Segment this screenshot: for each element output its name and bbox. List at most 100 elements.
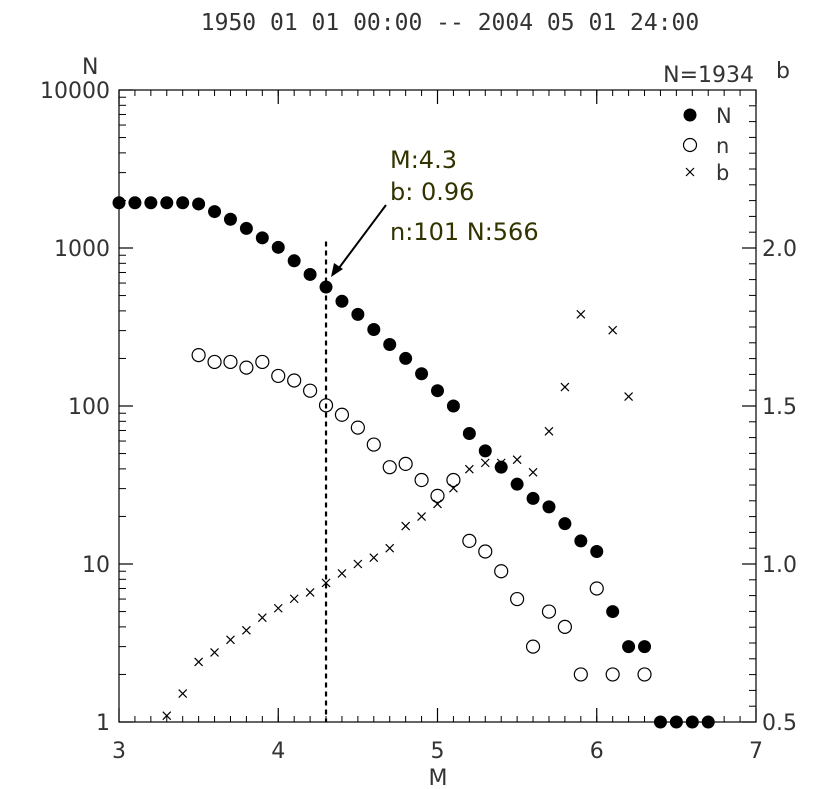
N-point (335, 294, 349, 308)
b-point-stroke (178, 689, 188, 698)
b-point-stroke (417, 512, 426, 522)
N-point (446, 399, 460, 413)
b-point (289, 594, 299, 604)
n-point (462, 533, 477, 549)
b-point (241, 625, 251, 635)
n-point (557, 619, 573, 634)
x-axis-label: M (429, 766, 448, 789)
b-point-stroke (560, 382, 570, 392)
n-point (239, 360, 254, 375)
b-point (401, 521, 411, 531)
n-point (430, 488, 445, 503)
b-point-stroke (496, 458, 506, 468)
N-point (176, 196, 190, 210)
n-point (287, 373, 302, 388)
b-point-stroke (241, 625, 251, 635)
N-point (431, 384, 444, 398)
N-point (526, 491, 540, 505)
N-point (399, 351, 413, 365)
series-b-points (162, 309, 634, 721)
series-N-points (112, 196, 715, 729)
N-point (494, 460, 508, 474)
y-left-tick-label: 100 (68, 395, 110, 420)
N-point (319, 280, 333, 294)
b-point (528, 467, 538, 477)
N-point (255, 231, 269, 245)
N-point (287, 254, 301, 268)
N-point (367, 322, 381, 336)
b-point (560, 382, 570, 392)
b-point (624, 392, 634, 401)
n-point (271, 368, 286, 384)
N-point (223, 212, 237, 226)
y-left-tick-label: 1000 (54, 237, 110, 262)
legend-b-marker (685, 167, 695, 177)
b-point (576, 309, 586, 319)
N-point (271, 240, 285, 254)
N-point (590, 544, 604, 558)
cutoff-annotation: M:4.3 b: 0.96 n:101 N:566 (331, 146, 539, 277)
N-point (303, 267, 317, 281)
n-point (398, 456, 413, 472)
b-point-stroke (226, 635, 235, 645)
annotation-line-magnitude: M:4.3 (390, 146, 457, 174)
y-left-tick-label: 1 (96, 711, 110, 736)
n-point (366, 437, 381, 452)
b-point-stroke (576, 309, 586, 319)
n-point (573, 667, 588, 682)
annotation-line-counts: n:101 N:566 (390, 218, 539, 246)
b-point-stroke (480, 458, 490, 468)
b-point (226, 635, 235, 645)
b-point (257, 613, 267, 623)
n-point (605, 667, 620, 682)
N-point (701, 715, 715, 729)
b-point-stroke (353, 559, 363, 569)
b-point-stroke (385, 543, 395, 553)
b-point-stroke (305, 588, 315, 597)
N-point (383, 338, 397, 352)
N-point (606, 605, 620, 619)
N-point (510, 477, 524, 491)
n-point (303, 383, 318, 398)
b-point-stroke (544, 426, 554, 436)
b-point-stroke (194, 657, 204, 667)
n-point (525, 639, 541, 654)
x-tick-label: 6 (590, 739, 604, 764)
series-n-points (191, 347, 652, 682)
n-point (382, 460, 397, 475)
n-point (478, 544, 493, 559)
y-left-tick-label: 10 (82, 553, 110, 578)
x-tick-label: 3 (112, 739, 126, 764)
b-point-stroke (273, 603, 283, 613)
b-point (544, 426, 554, 436)
b-point-stroke (337, 569, 347, 578)
b-point (178, 689, 188, 698)
N-point (351, 307, 365, 321)
b-point (433, 499, 442, 509)
n-point (255, 354, 270, 370)
total-count-label: N=1934 (663, 63, 754, 88)
b-point-stroke (401, 521, 411, 531)
legend-n-marker (682, 137, 698, 153)
b-point (449, 483, 458, 493)
annotation-arrow (335, 204, 387, 273)
b-point-stroke (608, 325, 618, 335)
n-point (637, 667, 652, 682)
N-point (685, 715, 699, 729)
y-right-tick-label: 2.0 (762, 237, 797, 262)
b-point (337, 569, 347, 578)
b-point-stroke (464, 464, 474, 474)
b-point-stroke (210, 648, 219, 657)
n-point (446, 472, 461, 488)
b-point (385, 543, 395, 553)
b-point-stroke (512, 455, 522, 465)
N-point (574, 534, 588, 548)
b-point-stroke (321, 578, 331, 588)
b-point (210, 648, 219, 657)
annotation-line-b-value: b: 0.96 (390, 178, 474, 206)
N-point (112, 196, 126, 210)
y-right-tick-label: 1.0 (762, 553, 797, 578)
N-point (478, 444, 492, 458)
b-point (480, 458, 490, 468)
legend-N-marker (683, 108, 697, 122)
